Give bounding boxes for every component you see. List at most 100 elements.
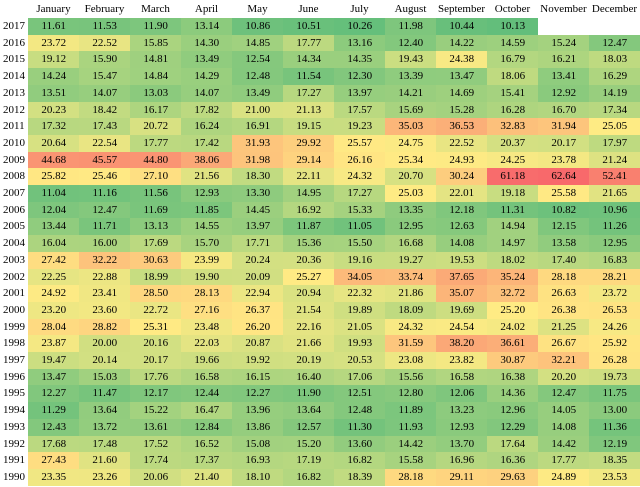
heatmap-cell: 37.65	[436, 268, 488, 286]
heatmap-cell: 28.13	[181, 285, 233, 303]
heatmap-cell: 17.57	[334, 101, 386, 119]
heatmap-cell: 13.47	[28, 368, 80, 386]
heatmap-cell: 11.54	[283, 68, 335, 86]
heatmap-cell: 26.37	[232, 301, 284, 319]
heatmap-cell: 17.27	[334, 185, 386, 203]
heatmap-cell: 20.72	[130, 118, 182, 136]
heatmap-cell: 22.25	[28, 268, 80, 286]
heatmap-cell: 27.43	[28, 452, 80, 470]
heatmap-cell: 11.98	[385, 18, 437, 36]
heatmap-cell: 38.06	[181, 151, 233, 169]
heatmap-cell: 12.17	[130, 385, 182, 403]
heatmap-cell: 23.82	[436, 352, 488, 370]
heatmap-cell: 23.41	[79, 285, 131, 303]
year-label-1996: 1996	[3, 370, 25, 383]
heatmap-cell: 21.00	[232, 101, 284, 119]
heatmap-cell: 11.30	[334, 418, 386, 436]
heatmap-cell: 20.19	[283, 352, 335, 370]
heatmap-cell: 24.02	[487, 318, 539, 336]
heatmap-cell: 22.54	[79, 134, 131, 152]
heatmap-cell: 10.26	[334, 18, 386, 36]
heatmap-cell: 11.36	[589, 418, 640, 436]
heatmap-cell: 17.37	[181, 452, 233, 470]
heatmap-cell: 18.30	[232, 168, 284, 186]
heatmap-cell: 10.96	[589, 201, 640, 219]
heatmap-cell: 14.05	[538, 402, 590, 420]
heatmap-cell: 36.61	[487, 335, 539, 353]
heatmap-cell: 13.72	[79, 418, 131, 436]
heatmap-cell: 26.67	[538, 335, 590, 353]
heatmap-cell: 11.69	[130, 201, 182, 219]
heatmap-cell: 44.68	[28, 151, 80, 169]
heatmap-cell: 12.95	[385, 218, 437, 236]
heatmap-cell: 18.42	[79, 101, 131, 119]
heatmap-cell: 17.40	[538, 251, 590, 269]
heatmap-cell: 26.20	[232, 318, 284, 336]
heatmap-cell: 12.84	[181, 418, 233, 436]
month-header-january: January	[36, 3, 71, 15]
heatmap-cell: 11.04	[28, 185, 80, 203]
heatmap-cell: 16.58	[436, 368, 488, 386]
year-label-2007: 2007	[3, 187, 25, 199]
heatmap-cell: 11.31	[487, 201, 539, 219]
heatmap-cell: 23.26	[79, 468, 131, 486]
heatmap-cell: 14.07	[79, 84, 131, 102]
heatmap-cell: 14.42	[385, 435, 437, 453]
heatmap-cell: 15.33	[334, 201, 386, 219]
heatmap-cell: 16.82	[334, 452, 386, 470]
heatmap-cell: 12.18	[436, 201, 488, 219]
heatmap-cell: 19.23	[334, 118, 386, 136]
heatmap-cell: 13.03	[130, 84, 182, 102]
heatmap-cell: 16.79	[487, 51, 539, 69]
month-header-march: March	[141, 3, 170, 15]
heatmap-cell: 13.13	[130, 218, 182, 236]
heatmap-cell: 18.09	[385, 301, 437, 319]
heatmap-cell: 19.53	[436, 251, 488, 269]
heatmap-cell: 15.58	[385, 452, 437, 470]
year-label-1991: 1991	[3, 454, 25, 467]
heatmap-cell: 28.18	[538, 268, 590, 286]
heatmap-cell: 20.87	[232, 335, 284, 353]
month-header-september: September	[437, 3, 486, 15]
year-label-2013: 2013	[3, 86, 25, 99]
heatmap-cell: 11.85	[181, 201, 233, 219]
year-label-2015: 2015	[3, 53, 25, 66]
month-header-may: May	[247, 3, 268, 15]
heatmap-cell: 13.64	[79, 402, 131, 420]
heatmap-cell: 14.24	[28, 68, 80, 86]
heatmap-cell: 30.87	[487, 352, 539, 370]
heatmap-cell: 14.85	[232, 34, 284, 52]
heatmap-cell: 23.20	[28, 301, 80, 319]
heatmap-cell: 12.19	[589, 435, 640, 453]
heatmap-cell: 13.64	[283, 402, 335, 420]
heatmap-cell: 16.36	[487, 452, 539, 470]
heatmap-cell: 15.50	[334, 235, 386, 253]
heatmap-cell: 12.06	[436, 385, 488, 403]
heatmap-cell: 17.71	[232, 235, 284, 253]
heatmap-cell: 17.76	[130, 368, 182, 386]
heatmap-cell: 23.72	[28, 34, 80, 52]
heatmap-cell: 14.08	[436, 235, 488, 253]
heatmap-cell: 24.26	[589, 318, 640, 336]
heatmap-cell: 14.21	[385, 84, 437, 102]
heatmap-cell: 11.90	[283, 385, 335, 403]
heatmap-cell: 15.41	[487, 84, 539, 102]
heatmap-cell: 18.03	[589, 51, 640, 69]
heatmap-cell: 22.11	[283, 168, 335, 186]
month-header-july: July	[350, 3, 369, 15]
heatmap-cell: 31.98	[232, 151, 284, 169]
heatmap-cell: 20.70	[385, 168, 437, 186]
heatmap-cell: 22.52	[79, 34, 131, 52]
heatmap-cell: 25.82	[28, 168, 80, 186]
heatmap-cell: 17.52	[130, 435, 182, 453]
heatmap-cell: 45.57	[79, 151, 131, 169]
heatmap-cell: 25.31	[130, 318, 182, 336]
heatmap-cell: 13.35	[385, 201, 437, 219]
heatmap-cell: 11.93	[385, 418, 437, 436]
heatmap-cell: 12.47	[79, 201, 131, 219]
heatmap-cell: 28.04	[28, 318, 80, 336]
heatmap-cell: 13.30	[232, 185, 284, 203]
heatmap-cell: 26.53	[589, 301, 640, 319]
year-label-1994: 1994	[3, 404, 25, 417]
heatmap-cell: 16.70	[538, 101, 590, 119]
